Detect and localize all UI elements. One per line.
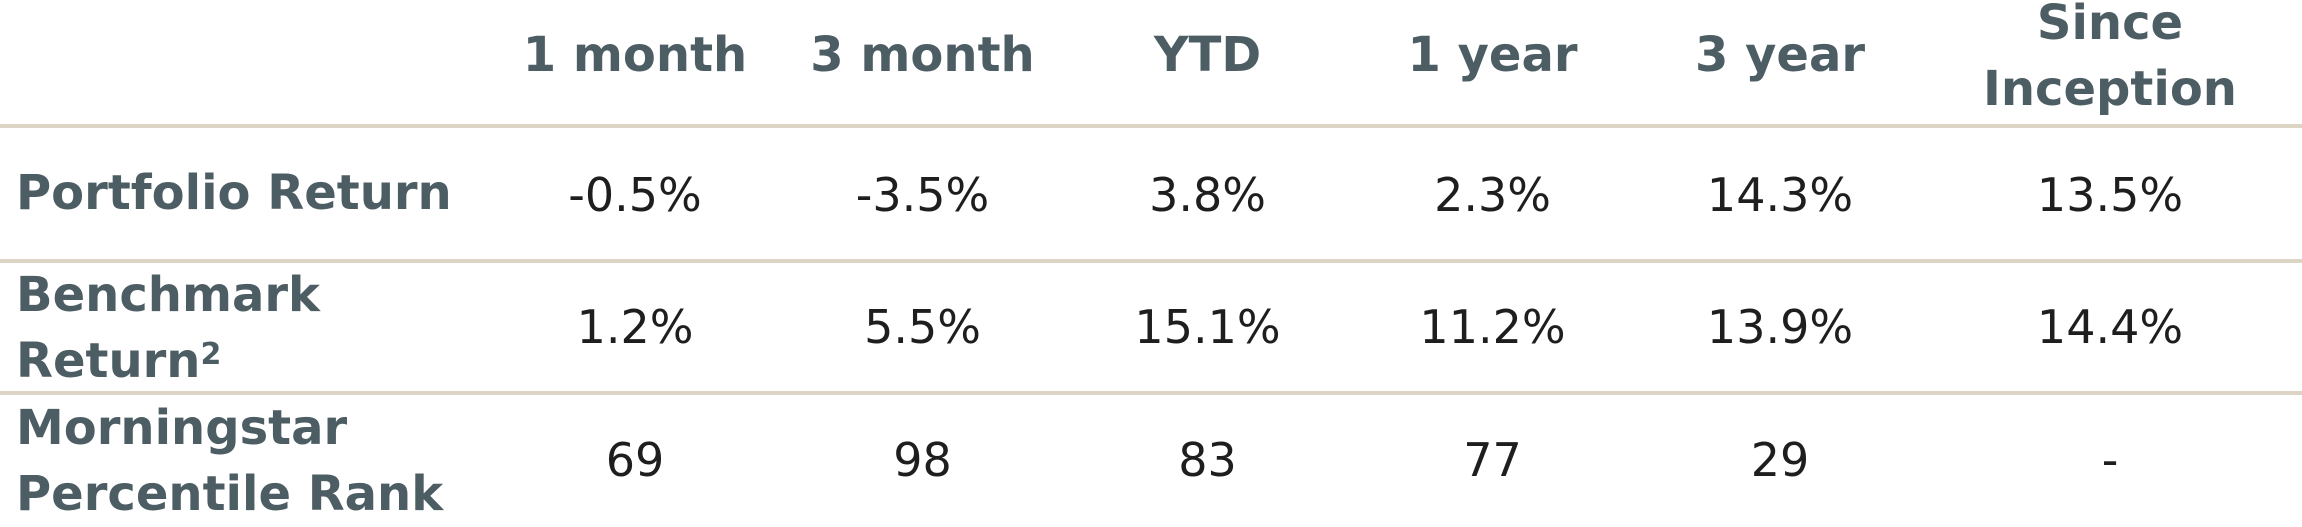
footnote-marker: 2 [200,337,222,372]
row-rule-2 [0,391,2302,395]
cell-benchmark-3-year: 13.9% [1706,300,1854,354]
row-label-benchmark-return: Benchmark Return2 [16,262,396,394]
cell-benchmark-1-year: 11.2% [1419,300,1566,354]
cell-rank-1-month: 69 [605,433,665,487]
cell-benchmark-ytd: 15.1% [1134,300,1281,354]
cell-rank-since-inception: - [2101,433,2119,487]
cell-benchmark-3-month: 5.5% [864,300,981,354]
row-label-benchmark-text: Benchmark Return [16,267,320,389]
column-header-1-month: 1 month [522,27,748,83]
cell-portfolio-3-month: -3.5% [855,168,990,222]
row-label-morningstar-rank: Morningstar Percentile Rank [16,400,444,522]
row-rule-1 [0,259,2302,263]
column-header-3-month: 3 month [810,27,1035,83]
cell-portfolio-ytd: 3.8% [1149,168,1266,222]
cell-portfolio-1-year: 2.3% [1434,168,1551,222]
column-header-1-year: 1 year [1407,27,1578,83]
cell-rank-3-month: 98 [893,433,952,487]
header-rule [0,124,2302,128]
cell-portfolio-1-month: -0.5% [568,168,702,222]
cell-benchmark-since-inception: 14.4% [2036,300,2184,354]
cell-rank-1-year: 77 [1463,433,1522,487]
column-header-ytd: YTD [1153,27,1262,83]
column-header-3-year: 3 year [1694,27,1865,83]
cell-portfolio-since-inception: 13.5% [2036,168,2184,222]
row-label-portfolio-return: Portfolio Return [16,165,452,221]
column-header-since-inception: Since Inception [1983,0,2237,117]
cell-rank-ytd: 83 [1178,433,1237,487]
cell-rank-3-year: 29 [1750,433,1810,487]
cell-benchmark-1-month: 1.2% [576,300,694,354]
cell-portfolio-3-year: 14.3% [1706,168,1854,222]
